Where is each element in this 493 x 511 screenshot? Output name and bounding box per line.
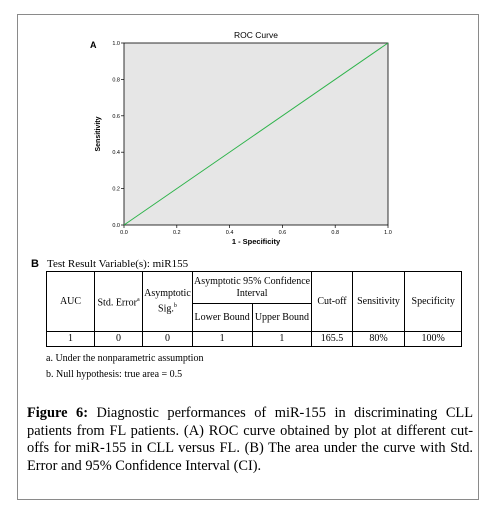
header-confidence-interval: Asymptotic 95% Confidence Interval <box>191 271 313 304</box>
x-tick-label: 0.4 <box>226 230 234 236</box>
y-tick-label: 0.0 <box>112 223 120 229</box>
header-upper-bound: Upper Bound <box>251 303 313 332</box>
table-note-a: a. Under the nonparametric assumption <box>46 353 204 364</box>
y-tick-label: 0.6 <box>112 114 120 120</box>
y-tick-label: 0.2 <box>112 187 120 193</box>
chart-title: ROC Curve <box>234 30 278 40</box>
header-lower-bound: Lower Bound <box>191 303 253 332</box>
table-caption: Test Result Variable(s): miR155 <box>47 258 189 270</box>
cell-lower-bound: 1 <box>191 331 253 347</box>
caption-text: Diagnostic performances of miR-155 in di… <box>27 405 473 474</box>
header-sensitivity: Sensitivity <box>351 271 406 332</box>
y-tick-label: 0.8 <box>112 77 120 83</box>
cell-std-error: 0 <box>93 331 144 347</box>
x-tick-label: 0.8 <box>331 230 339 236</box>
cell-asymptotic-sig: 0 <box>142 331 193 347</box>
header-asymptotic-sig: Asymptotic Sig.b <box>142 271 193 332</box>
cell-upper-bound: 1 <box>251 331 313 347</box>
header-cutoff: Cut-off <box>311 271 353 332</box>
table-row: 1 0 0 1 1 165.5 80% 100% <box>46 331 462 347</box>
x-tick-label: 0.2 <box>173 230 181 236</box>
x-tick-label: 0.6 <box>279 230 287 236</box>
x-tick-label: 1.0 <box>384 230 392 236</box>
roc-curve-line <box>123 42 389 226</box>
header-auc: AUC <box>46 271 95 332</box>
x-axis-label: 1 - Specificity <box>232 237 281 246</box>
x-tick-label: 0.0 <box>120 230 128 236</box>
y-tick-label: 1.0 <box>112 41 120 47</box>
caption-label: Figure 6: <box>27 405 89 421</box>
header-std-error: Std. Errora <box>93 271 144 332</box>
header-specificity: Specificity <box>404 271 462 332</box>
roc-chart: ROC Curve 0.0 0.2 0.4 0.6 0.8 1.0 0.0 0.2 0.4 0.6 0… <box>95 30 392 246</box>
y-axis-label: Sensitivity <box>95 116 102 151</box>
table-note-b: b. Null hypothesis: true area = 0.5 <box>46 369 183 380</box>
panel-a-label: A <box>90 40 97 50</box>
cell-cutoff: 165.5 <box>311 331 353 347</box>
auc-results-table: AUC Std. Errora Asymptotic Sig.b Asympto… <box>46 271 462 347</box>
panel-b-label: B <box>31 258 39 270</box>
cell-specificity: 100% <box>404 331 462 347</box>
cell-auc: 1 <box>46 331 95 347</box>
cell-sensitivity: 80% <box>351 331 406 347</box>
figure-caption: Figure 6: Diagnostic performances of miR… <box>27 405 473 475</box>
y-tick-label: 0.4 <box>112 150 120 156</box>
